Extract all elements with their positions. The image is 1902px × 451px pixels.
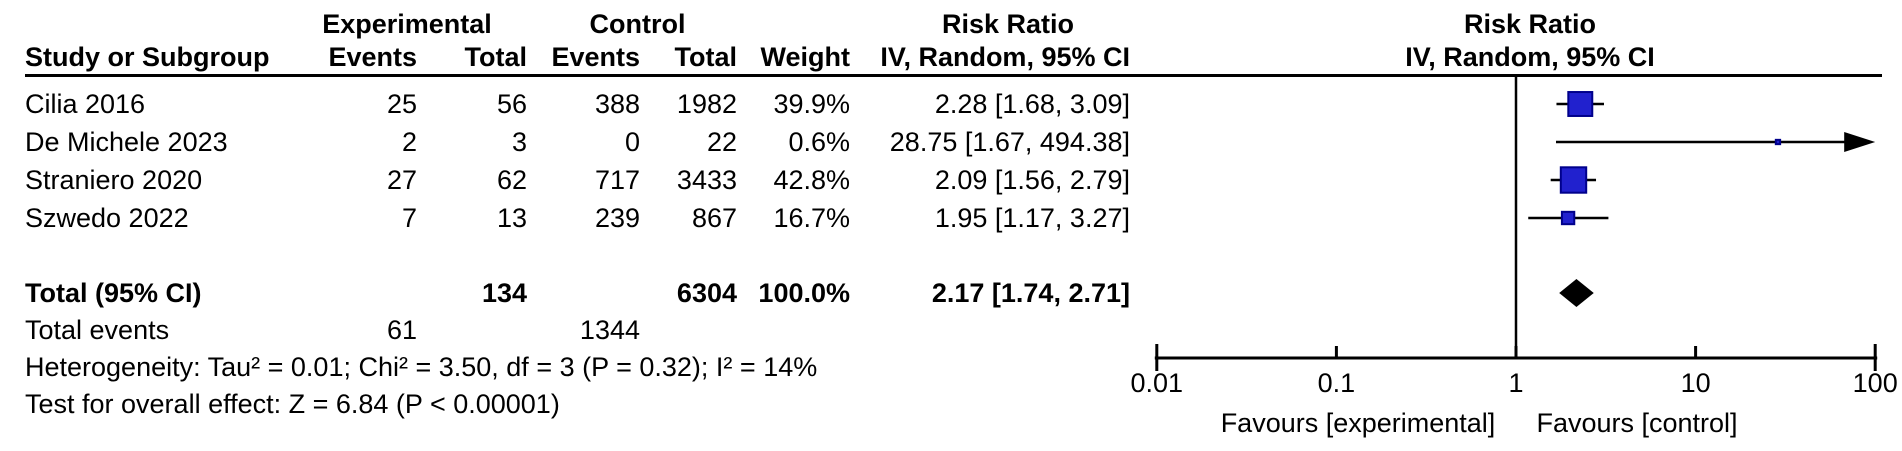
ci-arrow-right — [1844, 132, 1876, 152]
col-header-total-control: Total — [674, 42, 738, 72]
header-divider — [25, 74, 1882, 77]
effect-square — [1560, 210, 1576, 226]
weight: 16.7% — [773, 203, 850, 233]
x-axis-tick-label: 100 — [1853, 368, 1898, 398]
total-ctrl: 867 — [691, 203, 737, 233]
total-weight: 100.0% — [758, 278, 850, 308]
favours-control-label: Favours [control] — [1536, 408, 1737, 438]
events-ctrl: 239 — [594, 203, 640, 233]
total-ctrl-sum: 6304 — [676, 278, 737, 308]
events-exp: 2 — [401, 127, 417, 157]
total-exp: 3 — [511, 127, 527, 157]
rr-ci-text: 2.28 [1.68, 3.09] — [934, 89, 1130, 119]
overall-effect-stats: Test for overall effect: Z = 6.84 (P < 0… — [25, 389, 560, 419]
effect-square — [1559, 166, 1588, 194]
col-header-weight: Weight — [760, 42, 851, 72]
col-header-total-experimental: Total — [464, 42, 528, 72]
total-diamond — [1559, 279, 1594, 307]
events-exp: 25 — [386, 89, 417, 119]
rr-ci-text: 2.09 [1.56, 2.79] — [934, 165, 1130, 195]
events-ctrl: 388 — [594, 89, 640, 119]
total-exp-sum: 134 — [481, 278, 527, 308]
weight: 39.9% — [773, 89, 850, 119]
effect-square — [1567, 91, 1594, 117]
study-name: Straniero 2020 — [25, 165, 203, 195]
study-name: De Michele 2023 — [25, 127, 228, 157]
col-group-risk-ratio: Risk Ratio — [941, 9, 1075, 39]
events-ctrl: 0 — [624, 127, 640, 157]
total-exp: 13 — [496, 203, 527, 233]
weight: 0.6% — [788, 127, 850, 157]
total-exp: 62 — [496, 165, 527, 195]
col-header-study: Study or Subgroup — [25, 42, 270, 72]
favours-experimental-label: Favours [experimental] — [1221, 408, 1496, 438]
events-exp: 27 — [386, 165, 417, 195]
col-group-control: Control — [589, 9, 686, 39]
total-ctrl: 22 — [706, 127, 737, 157]
x-axis-tick-label: 10 — [1681, 368, 1711, 398]
events-exp: 7 — [401, 203, 417, 233]
x-axis-tick-label: 0.01 — [1131, 368, 1184, 398]
total-events-ctrl: 1344 — [579, 315, 640, 345]
total-ctrl: 3433 — [676, 165, 737, 195]
col-header-events-experimental: Events — [328, 42, 417, 72]
total-rr-ci-text: 2.17 [1.74, 2.71] — [931, 278, 1130, 308]
plot-title-risk-ratio: Risk Ratio — [1463, 9, 1597, 39]
total-events-label: Total events — [25, 315, 170, 345]
plot-header-ci-method: IV, Random, 95% CI — [1405, 42, 1655, 72]
effect-square — [1774, 138, 1782, 146]
rr-ci-text: 1.95 [1.17, 3.27] — [934, 203, 1130, 233]
col-header-events-control: Events — [551, 42, 640, 72]
rr-ci-text: 28.75 [1.67, 494.38] — [889, 127, 1130, 157]
x-axis-tick-label: 1 — [1508, 368, 1523, 398]
events-ctrl: 717 — [594, 165, 640, 195]
col-group-experimental: Experimental — [322, 9, 492, 39]
x-axis-tick-label: 0.1 — [1318, 368, 1356, 398]
total-label: Total (95% CI) — [25, 278, 202, 308]
total-events-exp: 61 — [386, 315, 417, 345]
heterogeneity-stats: Heterogeneity: Tau² = 0.01; Chi² = 3.50,… — [25, 352, 818, 382]
total-ctrl: 1982 — [676, 89, 737, 119]
study-name: Cilia 2016 — [25, 89, 146, 119]
study-name: Szwedo 2022 — [25, 203, 189, 233]
total-exp: 56 — [496, 89, 527, 119]
weight: 42.8% — [773, 165, 850, 195]
col-header-ci-method: IV, Random, 95% CI — [880, 42, 1130, 72]
